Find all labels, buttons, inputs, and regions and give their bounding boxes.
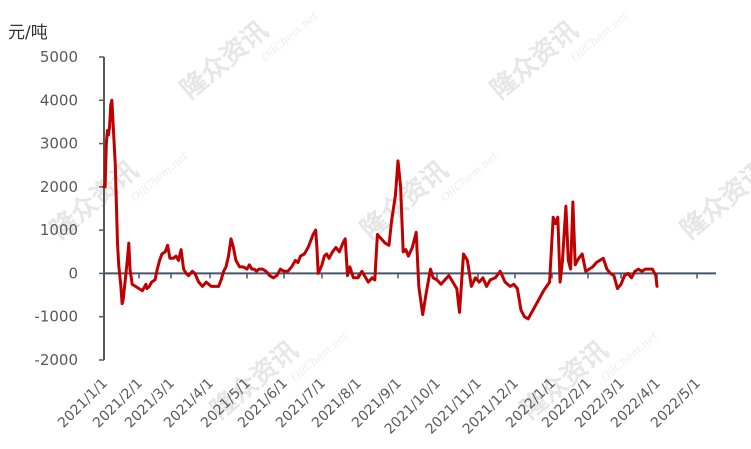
- watermark-cn: 隆众资讯: [355, 156, 454, 246]
- watermark-cn: 隆众资讯: [175, 16, 274, 106]
- y-unit-label: 元/吨: [8, 23, 48, 43]
- y-tick-label: 3000: [40, 135, 78, 153]
- y-tick-label: 1000: [40, 221, 78, 239]
- y-axis: -2000 -1000 0 1000 2000 3000 4000 5000: [34, 48, 105, 369]
- series-layer: [102, 98, 659, 321]
- watermark-cn: 隆众资讯: [485, 16, 584, 106]
- x-axis: 2021/1/12021/2/12021/3/12021/4/12021/5/1…: [55, 272, 716, 438]
- y-tick-label: -2000: [34, 351, 78, 369]
- y-tick-label: 5000: [40, 48, 78, 66]
- y-tick-label: 2000: [40, 178, 78, 196]
- y-tick-label: 0: [68, 264, 78, 282]
- series-line: [102, 98, 659, 321]
- y-tick-label: -1000: [34, 308, 78, 326]
- y-tick-label: 4000: [40, 91, 78, 109]
- watermark-cn: 隆众资讯: [675, 156, 751, 246]
